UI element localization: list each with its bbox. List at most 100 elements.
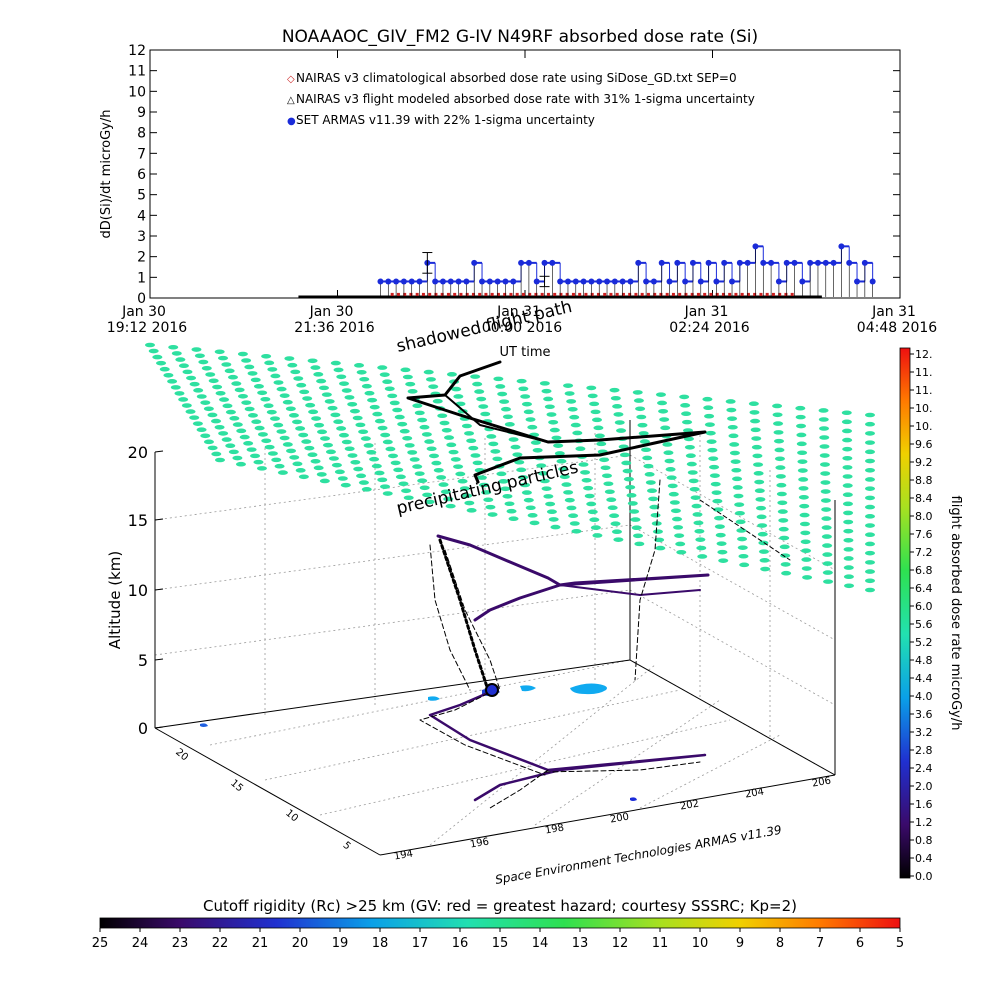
timeseries-xtick-label-date: Jan 31 (684, 304, 729, 320)
rigidity-colorbar-tick-label: 10 (692, 936, 709, 951)
particle-cell (472, 381, 483, 387)
particle-cell (691, 503, 702, 509)
particle-cell (453, 464, 464, 469)
particle-cell (820, 471, 831, 476)
particle-cell (298, 474, 309, 480)
particle-cell (313, 465, 324, 471)
particle-cell (609, 513, 620, 519)
particle-cell (250, 377, 261, 383)
series-nairas-clim-point (628, 292, 632, 296)
timeseries-xtick-label-time: 02:24 2016 (669, 320, 750, 336)
timeseries-ytick-label: 1 (137, 270, 146, 286)
particle-cell (284, 356, 295, 361)
particle-cell (822, 552, 833, 557)
particle-cell (596, 441, 607, 447)
particle-cell (796, 432, 807, 438)
rigidity-colorbar-tick-label: 5 (896, 936, 904, 951)
particle-cell (687, 470, 698, 475)
flight-tracks (406, 360, 791, 809)
particle-cell (344, 446, 355, 452)
dose-colorbar-tick-label: 10. (915, 420, 933, 433)
particle-cell (341, 439, 352, 445)
particle-cell (193, 388, 204, 393)
particle-cell (520, 482, 531, 488)
particle-cell (470, 453, 481, 458)
series-nairas-clim-point (659, 292, 663, 296)
particle-cell (364, 390, 375, 396)
particle-cell (714, 515, 725, 521)
particle-cell (672, 516, 683, 522)
particle-cell (215, 457, 225, 463)
particle-cell (593, 425, 604, 431)
timeseries-xtick-label-time: 19:12 2016 (107, 320, 188, 336)
particle-cell (257, 432, 268, 437)
particle-cell (684, 445, 695, 450)
particle-cell (802, 575, 813, 580)
particle-cell (571, 528, 582, 534)
particle-cell (599, 457, 610, 463)
particle-cell (590, 525, 601, 530)
particle-cell (499, 399, 510, 404)
particle-cell (399, 428, 410, 434)
particle-cell (263, 403, 274, 409)
rigidity-colorbar-tick-label: 8 (776, 936, 784, 951)
rigidity-colorbar-tick-label: 6 (856, 936, 864, 951)
particle-cell (712, 498, 723, 504)
particle-cell (437, 413, 448, 419)
particle-cell (462, 493, 473, 499)
particle-cell (387, 393, 398, 399)
particle-cell (644, 472, 655, 477)
particle-cell (361, 487, 372, 492)
particle-cell (801, 557, 812, 562)
particle-cell (424, 499, 435, 505)
timeseries-ytick-label: 8 (137, 126, 146, 142)
altitude-tick-mark (154, 588, 164, 591)
particle-cell (470, 374, 481, 379)
particle-cell (225, 409, 236, 415)
particle-cell (711, 490, 722, 495)
particle-cell (800, 539, 811, 545)
particle-cell (178, 397, 189, 402)
altitude-tick-label: 10 (128, 581, 148, 600)
particle-cell (865, 514, 875, 519)
particle-cell (564, 497, 575, 503)
particle-cell (679, 394, 690, 400)
timeseries-xtick-label-time: 00:00 2016 (482, 320, 563, 336)
particle-cell (382, 439, 393, 445)
particle-cell (432, 398, 443, 404)
particle-cell (778, 518, 789, 523)
particle-cell (198, 359, 209, 365)
particle-cell (424, 439, 435, 444)
particle-cell (865, 523, 875, 528)
particle-cell (736, 528, 747, 533)
particle-cell (414, 410, 425, 416)
particle-cell (372, 411, 383, 417)
particle-cell (347, 401, 358, 407)
flight-path-mid (436, 534, 710, 622)
series-nairas-clim-point (665, 292, 669, 296)
rigidity-colorbar-tick-label: 24 (132, 936, 149, 951)
series-nairas-clim-point (740, 292, 744, 296)
particle-cell (609, 387, 620, 393)
particle-cell (445, 503, 456, 509)
longitude-tick-label: 194 (393, 848, 414, 862)
particle-cell (553, 443, 564, 448)
particle-cell (541, 486, 552, 491)
particle-cell (795, 405, 806, 411)
series-nairas-clim-point (396, 292, 400, 296)
rigidity-colorbar-tick-label: 25 (92, 936, 109, 951)
particle-cell (307, 452, 318, 458)
particle-cell (527, 424, 538, 430)
particle-cell (304, 445, 315, 451)
particle-cell (412, 403, 423, 409)
particle-cell (634, 541, 645, 547)
particle-cell (337, 476, 348, 481)
particle-cell (673, 525, 684, 530)
flight-path-floor (428, 690, 707, 802)
particle-cell (536, 463, 547, 468)
particle-cell (575, 446, 586, 452)
particle-cell (409, 457, 420, 462)
particle-cell (801, 548, 812, 554)
particle-cell (750, 427, 761, 433)
